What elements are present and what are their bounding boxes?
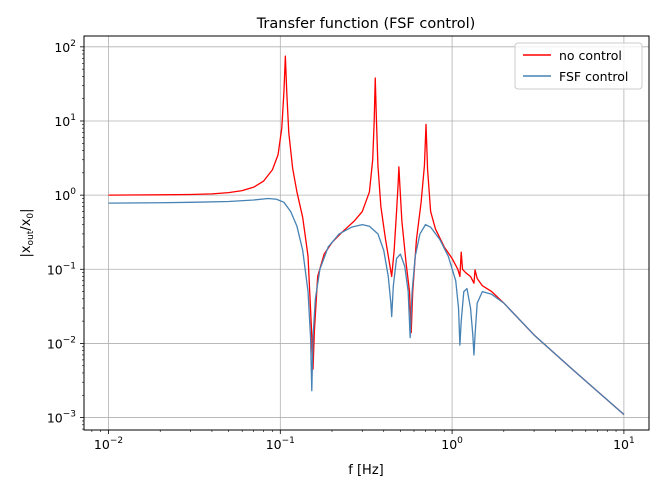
y-axis-ticks: 10−3 10−2 10−1 100 101 102 (47, 39, 84, 430)
y-tick-label: 102 (54, 39, 76, 55)
x-tick-label: 10−1 (266, 436, 295, 452)
legend-label-fsf-control: FSF control (559, 69, 628, 84)
series-layer (108, 55, 625, 415)
series-line-fsf-control (108, 197, 625, 415)
grid (84, 36, 649, 430)
x-tick-label: 101 (613, 436, 635, 452)
legend-label-no-control: no control (559, 48, 622, 63)
x-tick-label: 10−2 (94, 436, 123, 452)
x-axis-label: f [Hz] (348, 463, 383, 478)
y-tick-label: 10−2 (47, 335, 76, 351)
x-tick-label: 100 (441, 436, 463, 452)
series-line-no-control (108, 55, 625, 415)
chart-title: Transfer function (FSF control) (256, 16, 476, 32)
y-tick-label: 10−3 (47, 410, 76, 426)
y-tick-label: 101 (54, 113, 76, 129)
y-axis-label: |xout/x0| (19, 208, 36, 257)
y-tick-label: 100 (54, 187, 76, 203)
y-tick-label: 10−1 (47, 261, 76, 277)
legend: no control FSF control (514, 42, 643, 90)
plot-frame (83, 35, 650, 431)
x-axis-ticks: 10−2 10−1 100 101 (91, 430, 635, 452)
